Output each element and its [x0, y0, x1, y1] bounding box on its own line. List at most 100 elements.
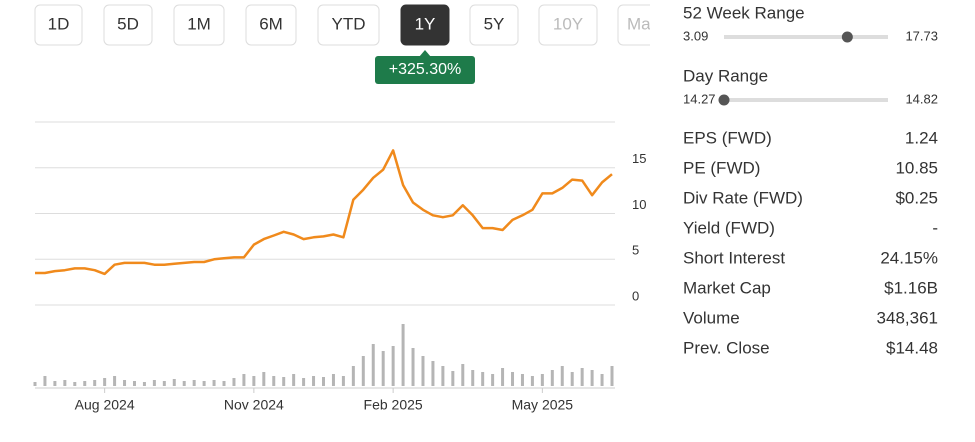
stat-label: Short Interest	[683, 248, 785, 267]
range-tab[interactable]: 1Y	[400, 4, 450, 46]
range-tab[interactable]: Max	[617, 4, 668, 46]
volume-bar	[123, 380, 127, 386]
volume-bar	[610, 366, 614, 386]
volume-bar	[33, 382, 37, 386]
volume-bar	[312, 376, 316, 386]
volume-bar	[43, 376, 47, 386]
volume-bar	[152, 380, 156, 386]
volume-bar	[580, 368, 584, 386]
stat-value: 348,361	[877, 308, 938, 327]
volume-bar	[331, 374, 335, 386]
tab-button[interactable]	[617, 4, 668, 46]
tab-label[interactable]: Max	[627, 14, 660, 33]
volume-bar	[142, 382, 146, 386]
tab-button[interactable]	[245, 4, 297, 46]
volume-bar	[232, 378, 236, 386]
stat-value: $14.48	[886, 338, 938, 357]
volume-bar	[103, 378, 107, 386]
volume-bar	[192, 380, 196, 386]
volume-bar	[242, 374, 246, 386]
stat-label: Div Rate (FWD)	[683, 188, 803, 207]
range-tab[interactable]: 10Y	[538, 4, 598, 46]
volume-bar	[381, 351, 385, 386]
tab-button[interactable]	[400, 4, 450, 46]
volume-bar	[550, 370, 554, 386]
volume-bar	[212, 380, 216, 386]
y-tick-label: 5	[632, 243, 639, 258]
x-tick-label: Aug 2024	[75, 397, 135, 413]
stat-value: 10.85	[895, 158, 938, 177]
stat-label: Prev. Close	[683, 338, 770, 357]
range-tab[interactable]: 1M	[173, 4, 225, 46]
range-marker	[841, 31, 853, 43]
volume-bar	[341, 376, 345, 386]
tab-label[interactable]: 6M	[259, 14, 283, 33]
stats-panel: 52 Week Range 3.09 17.73 Day Range 14.27 14.8…	[683, 3, 938, 357]
volume-bar	[302, 378, 306, 386]
volume-bar	[252, 376, 256, 386]
volume-bar	[93, 380, 97, 386]
stat-value: -	[932, 218, 938, 237]
stat-value: $1.16B	[884, 278, 938, 297]
range-tab[interactable]: YTD	[317, 4, 380, 46]
tab-label[interactable]: 1M	[187, 14, 211, 33]
stat-label: PE (FWD)	[683, 158, 760, 177]
tab-label[interactable]: YTD	[332, 14, 366, 33]
range-tab[interactable]: 5Y	[469, 4, 519, 46]
volume-bar	[371, 344, 375, 386]
stat-label: Market Cap	[683, 278, 771, 297]
tab-label[interactable]: 5Y	[484, 14, 505, 33]
y-tick-label: 0	[632, 288, 639, 303]
range-high: 14.82	[905, 91, 938, 106]
volume-bar	[421, 356, 425, 386]
volume-bar	[540, 374, 544, 386]
volume-bar	[113, 376, 117, 386]
x-tick-label: Nov 2024	[224, 397, 284, 413]
volume-bar	[83, 381, 87, 386]
volume-bar	[272, 376, 276, 386]
range-low: 14.27	[683, 91, 716, 106]
range-label: Day Range	[683, 66, 768, 85]
volume-bar	[530, 376, 534, 386]
tab-button[interactable]	[538, 4, 598, 46]
volume-bar	[570, 372, 574, 386]
range-tabs: 1D 5D 1M 6M YTD 1Y 5Y 10Y Max	[34, 4, 668, 46]
tab-label[interactable]: 1D	[48, 14, 70, 33]
volume-bar	[401, 324, 405, 386]
y-tick-label: 15	[632, 151, 646, 166]
tab-label[interactable]: 1Y	[415, 14, 436, 33]
y-tick-label: 10	[632, 197, 646, 212]
stat-value: 24.15%	[880, 248, 938, 267]
tab-button[interactable]	[469, 4, 519, 46]
change-badge	[375, 56, 475, 84]
tab-label[interactable]: 5D	[117, 14, 139, 33]
volume-bar	[441, 366, 445, 386]
stat-label: Yield (FWD)	[683, 218, 775, 237]
volume-bar	[501, 368, 505, 386]
stat-value: 1.24	[905, 128, 938, 147]
range-tab[interactable]: 5D	[103, 4, 153, 46]
tab-label[interactable]: 10Y	[553, 14, 583, 33]
tab-button[interactable]	[103, 4, 153, 46]
stat-label: Volume	[683, 308, 740, 327]
stat-label: EPS (FWD)	[683, 128, 772, 147]
chart: +325.30% 0 5 10 15 Aug 2024 Nov 2024 Feb 2025 Ma…	[33, 50, 646, 413]
volume-bar	[590, 370, 594, 386]
badge-pointer	[419, 50, 431, 57]
volume-bar	[361, 356, 365, 386]
tab-button[interactable]	[34, 4, 83, 46]
price-line	[35, 149, 613, 276]
range-label: 52 Week Range	[683, 3, 805, 22]
range-tab[interactable]: 6M	[245, 4, 297, 46]
volume-bar	[461, 364, 465, 386]
volume-bar	[202, 381, 206, 386]
volume-bar	[431, 361, 435, 386]
range-marker	[718, 94, 730, 106]
volume-bar	[73, 382, 77, 386]
range-high: 17.73	[905, 28, 938, 43]
range-tab[interactable]: 1D	[34, 4, 83, 46]
tab-button[interactable]	[317, 4, 380, 46]
tab-button[interactable]	[173, 4, 225, 46]
volume-bar	[162, 381, 166, 386]
